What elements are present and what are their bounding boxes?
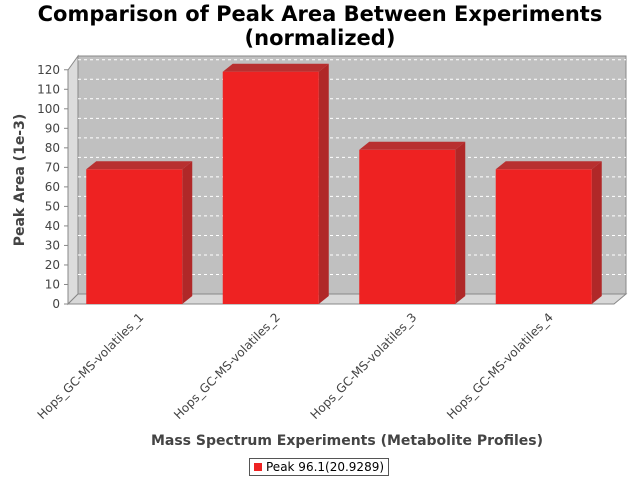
bar-side (591, 161, 602, 304)
y-tick-label: 50 (45, 199, 60, 213)
chart-title-line2: (normalized) (244, 26, 396, 50)
bar-top (86, 161, 193, 170)
plot-side-wall (67, 54, 79, 306)
y-tick-label: 110 (37, 82, 60, 96)
x-tick-label: Hops_GC-MS-volatiles_1 (35, 310, 147, 422)
y-tick-label: 0 (52, 297, 60, 311)
y-tick-label: 60 (45, 180, 60, 194)
x-tick-label: Hops_GC-MS-volatiles_2 (171, 310, 283, 422)
bar-top (222, 63, 329, 72)
y-tick-label: 100 (37, 102, 60, 116)
legend-swatch (254, 463, 262, 471)
bar-side (182, 161, 193, 304)
chart-title-line1: Comparison of Peak Area Between Experime… (37, 2, 603, 26)
bar-side (455, 141, 466, 304)
bar-front (495, 169, 592, 304)
y-tick-label: 80 (45, 141, 60, 155)
bar-front (222, 71, 319, 304)
y-tick-label: 70 (45, 160, 60, 174)
y-tick-label: 20 (45, 258, 60, 272)
y-tick-label: 30 (45, 238, 60, 252)
legend: Peak 96.1(20.9289) (249, 458, 390, 476)
y-tick-label: 90 (45, 121, 60, 135)
bar-top (359, 141, 466, 150)
x-axis: Hops_GC-MS-volatiles_1 Hops_GC-MS-volatil… (35, 310, 556, 422)
chart-title: Comparison of Peak Area Between Experime… (0, 2, 640, 50)
x-axis-title: Mass Spectrum Experiments (Metabolite Pr… (151, 433, 543, 449)
bar (359, 141, 466, 304)
bar-side (318, 63, 329, 304)
y-axis-title: Peak Area (1e-3) (12, 114, 28, 247)
x-tick-label: Hops_GC-MS-volatiles_4 (444, 310, 556, 422)
bars (86, 63, 602, 304)
bar (86, 161, 193, 304)
bar (495, 161, 602, 304)
legend-label: Peak 96.1(20.9289) (266, 460, 385, 474)
x-tick-label: Hops_GC-MS-volatiles_3 (308, 310, 420, 422)
y-axis: 0 10 20 30 40 50 60 70 80 90 100 110 120 (37, 63, 69, 311)
y-tick-label: 40 (45, 219, 60, 233)
bar-front (359, 149, 456, 304)
bar (222, 63, 329, 304)
bar-front (86, 169, 183, 304)
y-tick-label: 120 (37, 63, 60, 77)
y-tick-label: 10 (45, 277, 60, 291)
bar-top (495, 161, 602, 170)
